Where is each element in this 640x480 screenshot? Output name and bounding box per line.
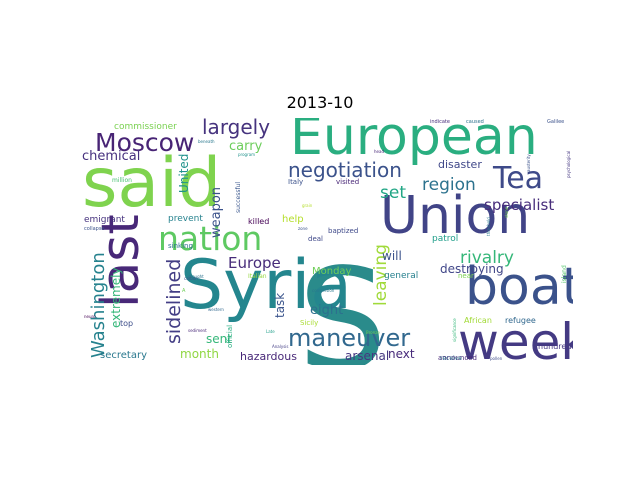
word-washington: Washington xyxy=(88,252,109,358)
word-significance: significance xyxy=(452,318,457,342)
word-patrol: patrol xyxy=(432,234,458,244)
word-last: last xyxy=(91,214,151,308)
word-disaster: disaster xyxy=(438,158,482,171)
word-visited: visited xyxy=(336,178,359,186)
word-next: next xyxy=(388,347,415,361)
word-sinking: sinking xyxy=(168,242,193,250)
word-refugee: refugee xyxy=(505,316,536,325)
word-union: Union xyxy=(380,186,530,246)
word-galilee: Galilee xyxy=(547,119,564,125)
word-united: United xyxy=(177,154,191,193)
word-grain: grain xyxy=(302,203,313,208)
word-task: task xyxy=(273,293,287,318)
word-boat: boat xyxy=(465,257,573,317)
word-destroying: destroying xyxy=(440,262,504,276)
word-official: official xyxy=(226,325,234,348)
word-largely: largely xyxy=(202,118,270,139)
word-help: help xyxy=(282,214,304,225)
word-eight: eight xyxy=(310,303,343,318)
word-analysis: Analysis xyxy=(272,344,288,349)
word-sicily: Sicily xyxy=(300,319,318,327)
word-monday: Monday xyxy=(312,266,352,277)
word-set: set xyxy=(380,183,406,203)
word-carry: carry xyxy=(229,139,263,154)
word-maneuver: maneuver xyxy=(288,324,410,352)
word-collapse: collapse xyxy=(84,226,105,232)
word-sidelined: sidelined xyxy=(163,259,185,344)
word-negotiation: negotiation xyxy=(288,158,402,182)
word-s: S xyxy=(298,239,387,365)
word-completion: completion xyxy=(312,288,335,293)
word-threshold: threshold xyxy=(486,217,491,236)
word-zone: zone xyxy=(298,226,308,231)
word-million: million xyxy=(112,177,132,184)
word-emigrant: emigrant xyxy=(84,215,125,225)
word-deal: deal xyxy=(308,235,323,243)
word-chemical: chemical xyxy=(82,149,140,164)
word-drought: drought xyxy=(188,274,204,279)
word-a: A xyxy=(182,288,186,294)
word-top: top xyxy=(120,319,133,328)
word-europe: Europe xyxy=(228,254,281,272)
word-beneath: beneath xyxy=(198,139,215,144)
word-italian: Italian xyxy=(248,273,267,280)
word-specialist: specialist xyxy=(484,196,554,214)
word-sediment: sediment xyxy=(188,328,207,333)
word-region: region xyxy=(422,175,476,195)
chart-title: 2013-10 xyxy=(286,93,354,112)
word-neuro: neuro xyxy=(84,314,96,319)
word-hazardous: hazardous xyxy=(240,350,297,363)
word-baptized: baptized xyxy=(328,227,358,235)
word-leaving: leaving xyxy=(371,244,391,306)
word-sent: sent xyxy=(206,332,232,346)
word-syria: Syria xyxy=(180,246,352,325)
word-secretary: secretary xyxy=(100,350,147,361)
word-island: island xyxy=(561,265,568,283)
word-week: week xyxy=(458,313,573,365)
word-said: said xyxy=(82,144,221,223)
word-hundred: hundred xyxy=(538,342,571,351)
word-commissioner: commissioner xyxy=(114,122,177,132)
word-arsenal: arsenal xyxy=(345,349,389,363)
word-announced: announced xyxy=(438,354,477,362)
word-indicate: indicate xyxy=(430,119,450,125)
word-african: African xyxy=(464,316,492,325)
word-extremely: extremely xyxy=(109,267,123,328)
word-killed: killed xyxy=(248,217,269,226)
word-weapon: weapon xyxy=(209,187,224,238)
word-western: western xyxy=(208,307,224,312)
word-caused: caused xyxy=(466,119,484,125)
word-pollen: pollen xyxy=(490,356,503,361)
word-bronze: Bronze xyxy=(366,330,380,335)
word-late: Late xyxy=(266,329,275,334)
word-rivalry: rivalry xyxy=(460,248,514,268)
word-italy: Italy xyxy=(288,178,303,186)
word-moscow: Moscow xyxy=(95,128,194,157)
word-will: will xyxy=(382,249,402,263)
word-month: month xyxy=(180,347,219,361)
word-successful: successful xyxy=(235,182,242,213)
word-stone: stone xyxy=(504,206,509,218)
word-near: near xyxy=(458,272,474,280)
word-general: general xyxy=(384,271,418,281)
word-nation: nation xyxy=(158,219,262,258)
word-austerity: austerity xyxy=(526,154,531,172)
word-prevent: prevent xyxy=(168,214,203,224)
word-european: European xyxy=(290,118,538,167)
word-receive: receive xyxy=(440,355,462,362)
word-tea: Tea xyxy=(492,161,543,196)
word-psychological: psychological xyxy=(566,151,571,178)
word-program: program xyxy=(238,152,255,157)
word-carbon: carbon xyxy=(184,276,198,281)
word-head: head xyxy=(374,149,384,154)
